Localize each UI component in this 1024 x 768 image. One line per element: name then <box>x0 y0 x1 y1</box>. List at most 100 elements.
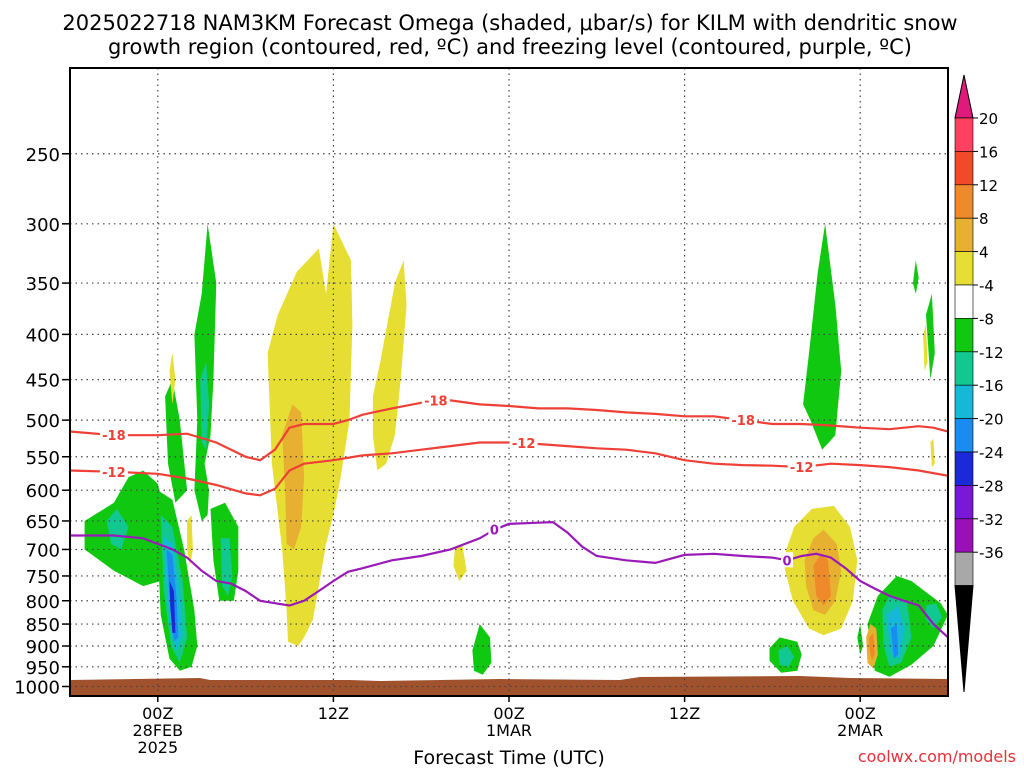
colorbar-label: -32 <box>979 511 1004 529</box>
contour-minus18-label: -18 <box>424 394 448 409</box>
y-tick-label: 900 <box>26 637 60 658</box>
colorbar-band <box>954 551 974 586</box>
chart-title-line-1: 2025022718 NAM3KM Forecast Omega (shaded… <box>62 11 957 35</box>
colorbar-label: 4 <box>979 244 989 262</box>
colorbar: 20 16 12 8 4 -4 -8 -12 -16 -20 -24 -28 -32 -36 <box>954 74 1004 693</box>
contour-minus18-label: -18 <box>102 429 126 444</box>
omega-region-5 <box>803 223 842 450</box>
y-tick-label: 700 <box>26 540 60 561</box>
contour-minus18-label-bg <box>421 392 450 408</box>
contour-minus18-label-bg <box>99 427 128 443</box>
contour-minus12-label-bg <box>787 459 816 475</box>
y-tick-label: 750 <box>26 567 60 588</box>
omega-region-26 <box>169 353 176 405</box>
omega-region-14 <box>200 362 209 450</box>
omega-region-11 <box>912 260 919 294</box>
colorbar-label: -8 <box>979 310 994 328</box>
colorbar-band <box>954 518 974 553</box>
y-tick-label: 300 <box>26 215 60 236</box>
freezing-level-label-bg <box>488 521 501 537</box>
omega-region-31 <box>930 438 935 468</box>
y-tick-label: 1000 <box>14 678 60 699</box>
x-tick-label: 00Z <box>845 704 876 723</box>
colorbar-band <box>954 351 974 386</box>
omega-region-23 <box>169 581 176 633</box>
colorbar-band <box>954 485 974 520</box>
x-tick-label: 12Z <box>318 704 349 723</box>
contour-minus18-label-bg <box>729 412 758 428</box>
freezing-level-label-bg <box>781 552 794 568</box>
y-tick-label: 950 <box>26 658 60 679</box>
omega-region-16 <box>778 646 795 667</box>
y-axis: 2503003504004505005506006507007508008509… <box>14 145 70 699</box>
colorbar-label: 12 <box>979 177 998 195</box>
contours: -18 -18 -18 -12 -12 -12 0 0 <box>70 392 948 639</box>
colorbar-band <box>954 384 974 419</box>
colorbar-band <box>954 117 974 152</box>
omega-region-28 <box>453 543 467 581</box>
y-tick-label: 800 <box>26 592 60 613</box>
x-axis-label: Forecast Time (UTC) <box>413 747 604 768</box>
y-tick-label: 500 <box>26 411 60 432</box>
colorbar-band <box>954 184 974 219</box>
freezing-level-line <box>70 520 948 639</box>
freezing-level-label: 0 <box>490 524 499 539</box>
omega-region-18 <box>926 603 943 629</box>
plot-area: -18 -18 -18 -12 -12 -12 0 0 250 300 350 400 450 500 5… <box>14 67 949 757</box>
x-tick-label: 00Z <box>493 704 524 723</box>
colorbar-band <box>954 284 974 319</box>
chart-title-line-2: growth region (contoured, red, ºC) and f… <box>108 35 912 59</box>
colorbar-band <box>954 418 974 453</box>
contour-minus18-line <box>70 399 948 462</box>
omega-region-27 <box>187 515 193 566</box>
credit-text: coolwx.com/models <box>858 747 1016 766</box>
colorbar-label: -24 <box>979 444 1004 462</box>
omega-region-9 <box>857 624 864 655</box>
colorbar-band <box>954 451 974 486</box>
colorbar-band <box>954 151 974 186</box>
y-tick-label: 850 <box>26 615 60 636</box>
colorbar-band <box>954 217 974 252</box>
omega-region-32 <box>282 404 305 550</box>
colorbar-band <box>954 251 974 286</box>
colorbar-label: -28 <box>979 477 1004 495</box>
colorbar-label: -36 <box>979 544 1004 562</box>
colorbar-bottom-arrow <box>954 585 974 693</box>
ground-fill <box>70 676 948 696</box>
y-tick-label: 350 <box>26 274 60 295</box>
y-tick-label: 650 <box>26 512 60 533</box>
omega-region-25 <box>372 260 407 471</box>
colorbar-label: -16 <box>979 377 1004 395</box>
omega-region-2 <box>165 379 188 503</box>
freezing-level-label: 0 <box>783 554 792 569</box>
y-tick-label: 450 <box>26 371 60 392</box>
omega-region-35 <box>813 554 831 606</box>
omega-region-22 <box>890 624 899 659</box>
contour-minus12-label: -12 <box>102 466 126 481</box>
omega-region-30 <box>923 324 928 371</box>
colorbar-label: 8 <box>979 210 989 228</box>
omega-region-12 <box>106 508 129 550</box>
x-tick-label: 12Z <box>669 704 700 723</box>
colorbar-label: -4 <box>979 277 994 295</box>
colorbar-top-arrow <box>954 74 974 119</box>
x-tick-label: 00Z <box>142 704 173 723</box>
contour-minus12-label: -12 <box>790 461 814 476</box>
contour-minus18-label: -18 <box>731 414 755 429</box>
colorbar-label: -12 <box>979 344 1004 362</box>
x-tick-label: 2025 <box>137 738 178 757</box>
contour-minus12-label-bg <box>509 435 538 451</box>
y-tick-label: 400 <box>26 325 60 346</box>
y-tick-label: 250 <box>26 145 60 166</box>
omega-region-36 <box>869 633 875 661</box>
x-tick-label: 28FEB <box>132 721 183 740</box>
colorbar-band <box>954 318 974 353</box>
grid <box>70 68 948 696</box>
y-tick-label: 550 <box>26 448 60 469</box>
colorbar-label: 16 <box>979 143 998 161</box>
y-tick-label: 600 <box>26 481 60 502</box>
contour-minus12-label-bg <box>99 463 128 479</box>
omega-shading <box>84 223 948 677</box>
